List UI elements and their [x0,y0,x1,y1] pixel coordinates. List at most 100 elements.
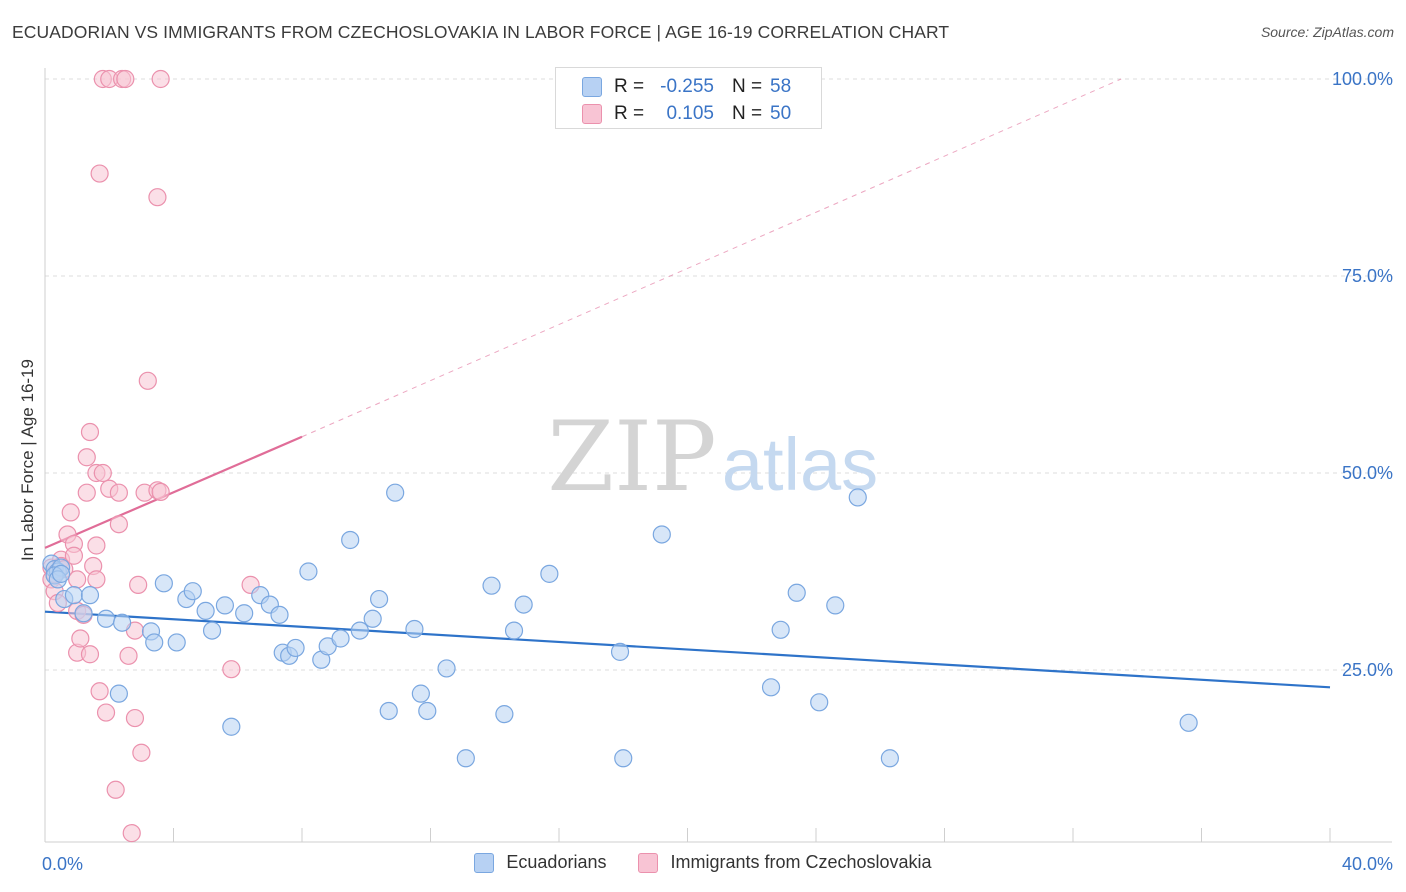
point-ecuadorian [196,601,215,621]
legend-item-ecuadorians[interactable]: Ecuadorians [474,852,606,873]
point-ecuadorian [540,564,559,583]
watermark-zip: ZIP [547,401,716,513]
point-czechoslovakia [77,483,96,502]
data-points [42,69,1198,843]
point-ecuadorian [222,717,241,736]
point-czechoslovakia [90,164,109,183]
point-ecuadorian [810,693,829,712]
point-czechoslovakia [90,682,109,701]
y-tick-label-75: 75.0% [1342,266,1393,286]
point-ecuadorian [456,749,475,768]
point-ecuadorian [614,749,633,768]
point-ecuadorian [826,596,845,615]
point-czechoslovakia [151,482,170,502]
point-czechoslovakia [151,69,170,89]
trend-line-ecuadorians [44,610,1331,689]
y-axis-label: In Labor Force | Age 16-19 [18,359,37,561]
point-ecuadorian [74,604,93,623]
point-ecuadorian [299,562,318,581]
point-czechoslovakia [71,629,90,648]
point-ecuadorian [350,621,369,640]
legend-item-czechoslovakia[interactable]: Immigrants from Czechoslovakia [638,852,932,873]
point-czechoslovakia [64,546,84,565]
y-tick-label-100: 100.0% [1332,69,1393,89]
point-czechoslovakia [132,743,151,762]
y-tick-label-50: 50.0% [1342,463,1393,483]
n-label: N = [732,103,763,124]
point-ecuadorian [270,605,289,624]
point-czechoslovakia [87,536,106,555]
n-value: 50 [770,103,792,124]
point-ecuadorian [771,620,790,639]
point-ecuadorian [787,583,806,602]
point-ecuadorian [370,589,389,609]
legend-row-ecuadorians: R = -0.255 N = 58 [582,73,791,101]
r-label: R = [614,103,645,124]
point-ecuadorian [215,596,234,615]
point-czechoslovakia [109,483,128,502]
legend-label: Immigrants from Czechoslovakia [670,852,932,872]
point-czechoslovakia [80,422,100,442]
r-label: R = [614,76,645,97]
gridlines [45,78,1392,671]
point-czechoslovakia [87,570,106,589]
point-ecuadorian [96,609,116,628]
n-label: N = [732,76,763,97]
trend-line-czechoslovakia [44,435,303,549]
point-ecuadorian [880,749,899,768]
point-ecuadorian [51,564,71,583]
point-ecuadorian [405,619,424,639]
watermark: ZIP atlas [547,401,878,513]
point-ecuadorian [145,633,164,652]
point-ecuadorian [154,574,173,593]
point-ecuadorian [363,609,382,628]
pink-swatch [638,852,659,873]
trend-lines [44,78,1331,689]
point-czechoslovakia [109,515,128,534]
x-tick-label-min: 0.0% [42,854,83,874]
point-ecuadorian [286,638,305,658]
point-ecuadorian [379,701,398,721]
point-ecuadorian [411,684,430,703]
point-ecuadorian [418,701,437,721]
point-czechoslovakia [125,708,145,728]
legend-label: Ecuadorians [506,852,607,872]
point-ecuadorian [848,488,867,507]
point-ecuadorian [235,604,254,623]
point-ecuadorian [761,678,781,697]
point-ecuadorian [437,659,456,678]
series-legend: Ecuadorians Immigrants from Czechoslovak… [0,852,1406,873]
point-czechoslovakia [96,703,116,722]
point-czechoslovakia [61,503,80,522]
point-ecuadorian [514,595,533,614]
chart-title: ECUADORIAN VS IMMIGRANTS FROM CZECHOSLOV… [12,22,950,42]
point-ecuadorian [341,530,360,550]
tick-labels: 25.0% 50.0% 75.0% 100.0% 0.0% 40.0% [42,69,1393,874]
point-ecuadorian [183,582,202,601]
correlation-legend: R = -0.255 N = 58 R = 0.105 N = 50 [555,67,822,129]
point-ecuadorian [610,642,630,661]
axes [44,68,1392,843]
point-czechoslovakia [80,645,100,664]
point-czechoslovakia [68,570,87,589]
point-czechoslovakia [116,69,135,89]
point-czechoslovakia [77,448,96,467]
trend-line-czechoslovakia-extended [301,78,1122,438]
point-ecuadorian [167,633,186,652]
point-czechoslovakia [106,780,125,799]
point-ecuadorian [652,525,671,544]
point-ecuadorian [495,705,514,724]
point-czechoslovakia [222,660,241,679]
legend-row-czechoslovakia: R = 0.105 N = 50 [582,100,791,128]
blue-swatch [474,852,495,873]
point-ecuadorian [482,576,501,595]
y-tick-label-25: 25.0% [1342,660,1393,680]
point-ecuadorian [112,613,132,632]
point-ecuadorian [504,621,524,640]
blue-swatch [582,77,602,97]
point-ecuadorian [109,684,128,703]
point-ecuadorian [202,621,222,640]
r-value: 0.105 [666,103,714,124]
point-ecuadorian [64,586,84,605]
